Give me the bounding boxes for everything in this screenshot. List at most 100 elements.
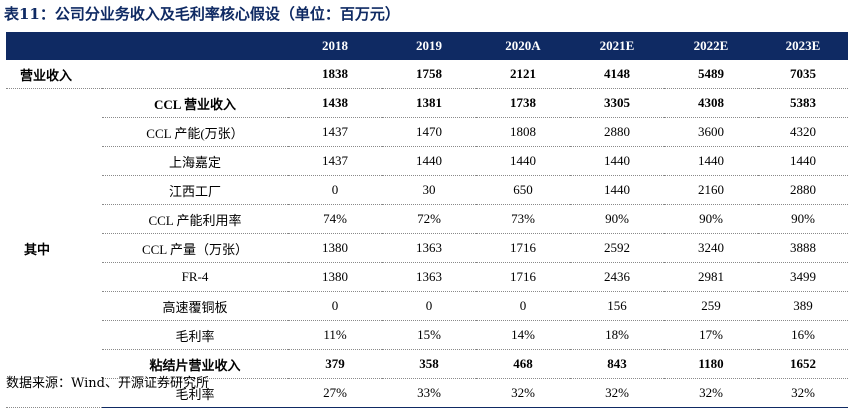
cell-value: 74% [288,204,382,234]
cell-value: 7035 [758,60,848,89]
cell-value: 2160 [664,175,758,205]
cell-value: 1363 [382,262,476,292]
cell-value: 73% [476,204,570,234]
table-row: 江西工厂 0 30 650 1440 2160 2880 [6,175,848,205]
header-year: 2020A [476,32,570,60]
cell-value: 1380 [288,262,382,292]
row-label: CCL 产能(万张） [102,117,288,147]
table-row: CCL 产能(万张） 1437 1470 1808 2880 3600 4320 [6,117,848,147]
cell-value: 4320 [758,117,848,147]
cell-value: 1440 [664,146,758,176]
cell-value: 3888 [758,233,848,263]
cell-value: 358 [382,349,476,379]
row-label: 上海嘉定 [102,146,288,176]
cell-value: 156 [570,291,664,321]
table-row: 营业收入 1838 1758 2121 4148 5489 7035 [6,60,848,89]
cell-value: 1440 [476,146,570,176]
cell-value: 3600 [664,117,758,147]
cell-value: 90% [570,204,664,234]
table-title: 表11：公司分业务收入及毛利率核心假设（单位：百万元） [4,5,400,23]
table-row: 其中 CCL 营业收入 1438 1381 1738 3305 4308 5383 [6,88,848,408]
cell-value: 0 [288,291,382,321]
cell-value: 843 [570,349,664,379]
cell-value: 2592 [570,233,664,263]
cell-value: 1838 [288,60,382,89]
cell-value: 90% [758,204,848,234]
header-blank [102,32,288,60]
cell-value: 1180 [664,349,758,379]
cell-value: 1363 [382,233,476,263]
cell-value: 33% [382,378,476,408]
cell-value: 0 [476,291,570,321]
row-label: 高速覆铜板 [102,291,288,321]
cell-value: 32% [664,378,758,408]
cell-value: 650 [476,175,570,205]
table-row: FR-4 1380 1363 1716 2436 2981 3499 [6,262,848,292]
row-label: 营业收入 [6,60,288,89]
header-year: 2022E [664,32,758,60]
header-year: 2018 [288,32,382,60]
header-year: 2023E [758,32,848,60]
cell-value: 1438 [288,88,382,118]
cell-value: 2121 [476,60,570,89]
group-label: 其中 [6,88,102,408]
cell-value: 1380 [288,233,382,263]
table-row: 粘结片营业收入 379 358 468 843 1180 1652 [6,349,848,379]
cell-value: 15% [382,320,476,350]
cell-value: 32% [570,378,664,408]
cell-value: 1381 [382,88,476,118]
cell-value: 16% [758,320,848,350]
table-row: 上海嘉定 1437 1440 1440 1440 1440 1440 [6,146,848,176]
row-label: 粘结片营业收入 [102,349,288,379]
table-row: 毛利率 11% 15% 14% 18% 17% 16% [6,320,848,350]
cell-value: 11% [288,320,382,350]
cell-value: 1652 [758,349,848,379]
cell-value: 14% [476,320,570,350]
table-body: 营业收入 1838 1758 2121 4148 5489 7035 其中 CCL… [6,60,848,408]
cell-value: 30 [382,175,476,205]
cell-value: 3305 [570,88,664,118]
row-label: FR-4 [102,262,288,292]
cell-value: 18% [570,320,664,350]
cell-value: 27% [288,378,382,408]
cell-value: 389 [758,291,848,321]
row-label: 毛利率 [102,320,288,350]
cell-value: 1470 [382,117,476,147]
cell-value: 2981 [664,262,758,292]
cell-value: 1716 [476,233,570,263]
cell-value: 259 [664,291,758,321]
cell-value: 4308 [664,88,758,118]
table-row: CCL 产量（万张） 1380 1363 1716 2592 3240 3888 [6,233,848,263]
cell-value: 0 [288,175,382,205]
row-label: 江西工厂 [102,175,288,205]
cell-value: 2436 [570,262,664,292]
cell-value: 3240 [664,233,758,263]
cell-value: 468 [476,349,570,379]
header-year: 2021E [570,32,664,60]
cell-value: 1808 [476,117,570,147]
cell-value: 1758 [382,60,476,89]
row-label: CCL 产量（万张） [102,233,288,263]
cell-value: 379 [288,349,382,379]
cell-value: 1716 [476,262,570,292]
cell-value: 1440 [570,175,664,205]
cell-value: 32% [476,378,570,408]
cell-value: 1437 [288,117,382,147]
header-year: 2019 [382,32,476,60]
source-note: 数据来源：Wind、开源证券研究所 [6,376,209,391]
cell-value: 2880 [758,175,848,205]
cell-value: 17% [664,320,758,350]
cell-value: 1738 [476,88,570,118]
row-label: CCL 营业收入 [102,88,288,118]
header-row: 2018 2019 2020A 2021E 2022E 2023E [6,32,848,60]
cell-value: 4148 [570,60,664,89]
table-row: CCL 产能利用率 74% 72% 73% 90% 90% 90% [6,204,848,234]
cell-value: 72% [382,204,476,234]
cell-value: 3499 [758,262,848,292]
table-row: 高速覆铜板 0 0 0 156 259 389 [6,291,848,321]
cell-value: 1440 [758,146,848,176]
cell-value: 5489 [664,60,758,89]
header-blank [6,32,102,60]
cell-value: 0 [382,291,476,321]
row-label: CCL 产能利用率 [102,204,288,234]
